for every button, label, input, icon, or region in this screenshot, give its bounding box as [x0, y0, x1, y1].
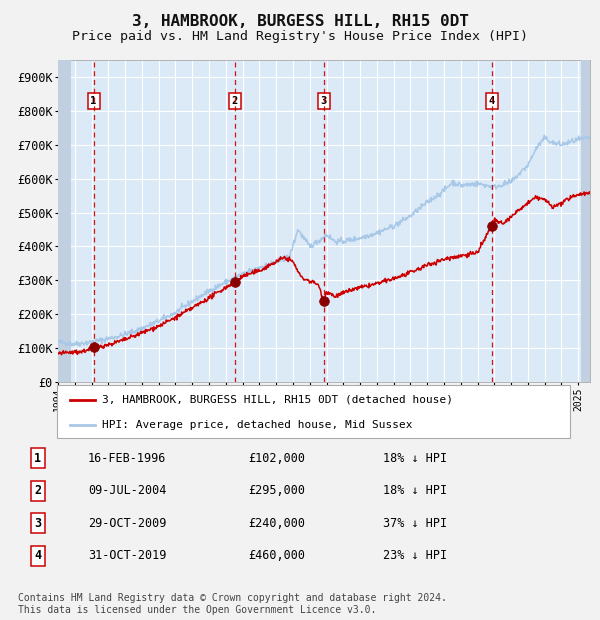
Text: 1: 1 — [34, 452, 41, 465]
Text: 1: 1 — [91, 95, 97, 105]
Text: £102,000: £102,000 — [248, 452, 305, 465]
Text: £460,000: £460,000 — [248, 549, 305, 562]
Text: 23% ↓ HPI: 23% ↓ HPI — [383, 549, 447, 562]
Text: 2: 2 — [34, 484, 41, 497]
Text: £240,000: £240,000 — [248, 516, 305, 529]
Text: HPI: Average price, detached house, Mid Sussex: HPI: Average price, detached house, Mid … — [102, 420, 413, 430]
Text: 3: 3 — [320, 95, 327, 105]
Text: 37% ↓ HPI: 37% ↓ HPI — [383, 516, 447, 529]
Text: 3, HAMBROOK, BURGESS HILL, RH15 0DT (detached house): 3, HAMBROOK, BURGESS HILL, RH15 0DT (det… — [102, 395, 453, 405]
Text: 4: 4 — [34, 549, 41, 562]
Text: 3: 3 — [34, 516, 41, 529]
Text: 3, HAMBROOK, BURGESS HILL, RH15 0DT: 3, HAMBROOK, BURGESS HILL, RH15 0DT — [131, 14, 469, 29]
Polygon shape — [58, 60, 71, 382]
Text: 2: 2 — [232, 95, 238, 105]
Text: £295,000: £295,000 — [248, 484, 305, 497]
Text: 29-OCT-2009: 29-OCT-2009 — [88, 516, 166, 529]
Polygon shape — [581, 60, 590, 382]
FancyBboxPatch shape — [57, 385, 570, 438]
Text: Price paid vs. HM Land Registry's House Price Index (HPI): Price paid vs. HM Land Registry's House … — [72, 30, 528, 43]
Text: 18% ↓ HPI: 18% ↓ HPI — [383, 484, 447, 497]
Text: 16-FEB-1996: 16-FEB-1996 — [88, 452, 166, 465]
Text: 18% ↓ HPI: 18% ↓ HPI — [383, 452, 447, 465]
Text: 09-JUL-2004: 09-JUL-2004 — [88, 484, 166, 497]
Text: Contains HM Land Registry data © Crown copyright and database right 2024.
This d: Contains HM Land Registry data © Crown c… — [18, 593, 447, 615]
Text: 4: 4 — [488, 95, 495, 105]
Text: 31-OCT-2019: 31-OCT-2019 — [88, 549, 166, 562]
